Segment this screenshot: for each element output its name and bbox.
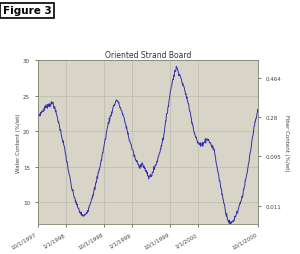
Y-axis label: Water Content (%/wt): Water Content (%/wt) bbox=[16, 113, 22, 172]
Y-axis label: Fiber Content (%/wt): Fiber Content (%/wt) bbox=[284, 114, 289, 170]
Title: Oriented Strand Board: Oriented Strand Board bbox=[105, 51, 191, 60]
Text: Figure 3: Figure 3 bbox=[3, 6, 52, 16]
